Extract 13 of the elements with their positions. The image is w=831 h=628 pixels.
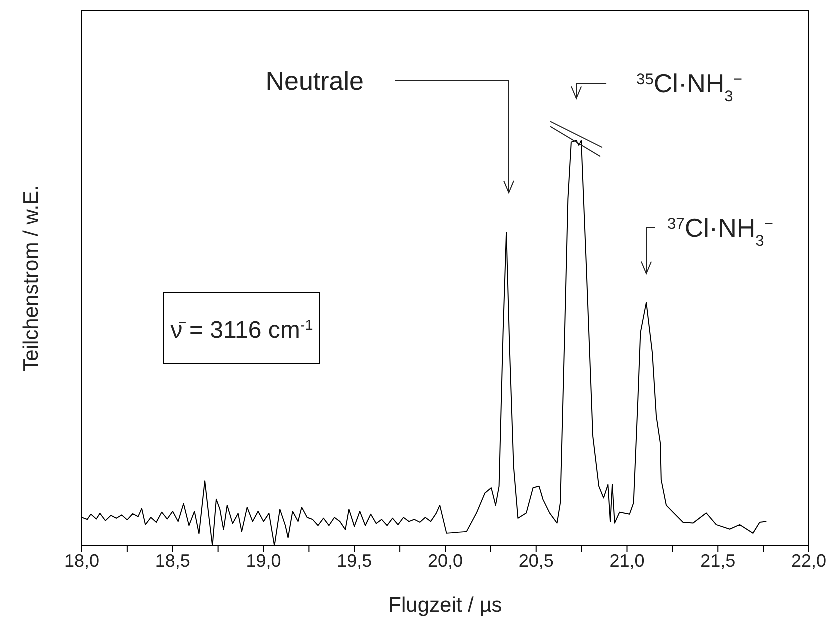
x-tick-label: 20,5 bbox=[518, 550, 554, 571]
x-tick-label: 20,0 bbox=[428, 550, 464, 571]
x-tick-label: 21,5 bbox=[700, 550, 736, 571]
y-axis-title: Teilchenstrom / w.E. bbox=[20, 185, 43, 372]
x-tick-label: 22,0 bbox=[791, 550, 827, 571]
x-tick-label: 18,0 bbox=[64, 550, 100, 571]
text: Neutrale bbox=[266, 66, 364, 96]
x-tick-label: 19,0 bbox=[246, 550, 282, 571]
x-axis-title: Flugzeit / µs bbox=[388, 594, 502, 617]
x-tick-label: 19,5 bbox=[337, 550, 372, 571]
x-tick-label: 21,0 bbox=[610, 550, 645, 571]
annotation: ν̄ = 3116 cm$^{-1}$ bbox=[170, 317, 314, 344]
x-tick-label: 18,5 bbox=[155, 550, 190, 571]
